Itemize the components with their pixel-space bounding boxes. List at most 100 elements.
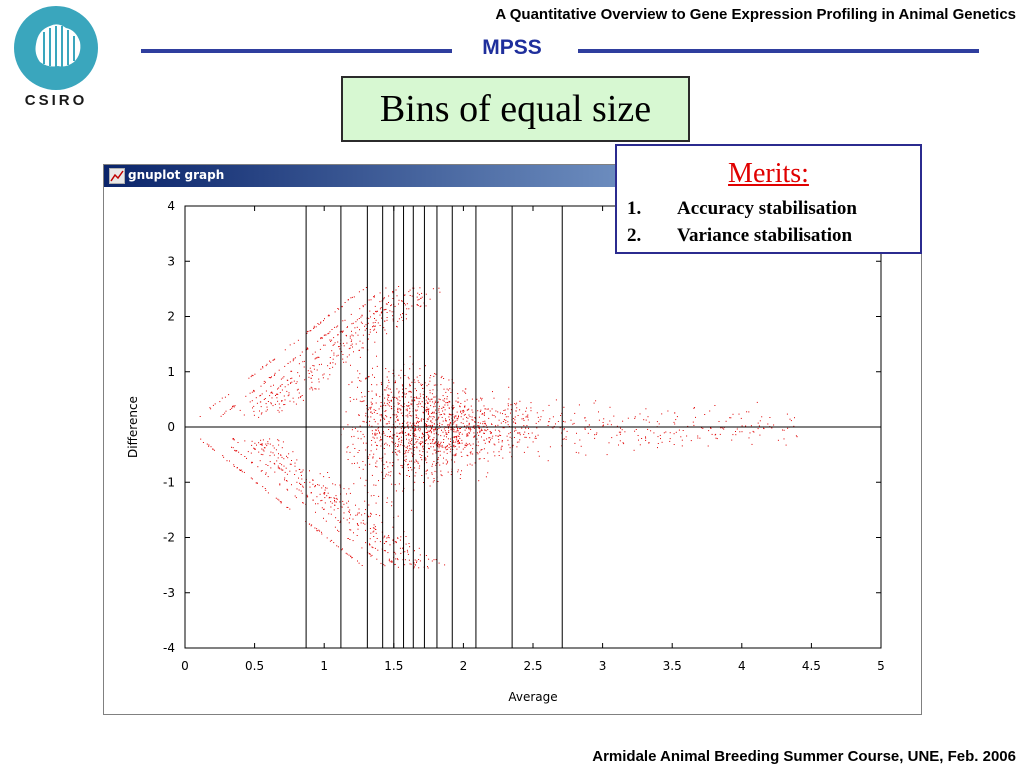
data-point xyxy=(369,544,371,546)
data-point xyxy=(376,413,378,414)
data-point xyxy=(405,458,407,460)
data-point xyxy=(386,312,388,313)
data-point xyxy=(357,437,359,439)
data-point xyxy=(454,431,456,433)
data-point xyxy=(320,338,322,340)
data-point xyxy=(394,484,396,486)
data-point xyxy=(463,414,465,416)
data-point xyxy=(269,455,271,457)
data-point xyxy=(286,390,288,392)
data-point xyxy=(266,363,268,365)
data-point xyxy=(333,352,335,354)
data-point xyxy=(363,436,365,438)
data-point xyxy=(320,322,322,324)
merits-item: 2. Variance stabilisation xyxy=(627,225,852,247)
data-point xyxy=(388,302,389,303)
data-point xyxy=(294,474,296,475)
data-point xyxy=(379,396,381,398)
data-point xyxy=(498,439,500,441)
data-point xyxy=(392,292,394,294)
data-point xyxy=(316,530,318,532)
data-point xyxy=(437,418,439,420)
data-point xyxy=(595,433,597,435)
data-point xyxy=(413,435,415,437)
data-point xyxy=(301,351,303,353)
data-point xyxy=(239,409,241,411)
data-point xyxy=(693,407,695,408)
data-point xyxy=(258,451,260,453)
data-point xyxy=(439,464,441,466)
data-point xyxy=(404,396,406,398)
data-point xyxy=(432,463,433,465)
data-point xyxy=(336,545,338,547)
data-point xyxy=(241,471,243,473)
data-point xyxy=(397,411,398,413)
data-point xyxy=(457,397,459,399)
data-point xyxy=(254,373,256,375)
data-point xyxy=(372,531,374,533)
data-point xyxy=(374,433,376,435)
data-point xyxy=(471,409,473,411)
data-point xyxy=(315,357,317,359)
data-point xyxy=(401,465,403,467)
data-point xyxy=(408,439,410,441)
data-point xyxy=(710,427,712,429)
data-point xyxy=(366,328,367,330)
data-point xyxy=(330,340,332,342)
data-point xyxy=(377,423,379,425)
data-point xyxy=(447,445,448,447)
data-point xyxy=(419,554,421,556)
data-point xyxy=(265,443,267,445)
data-point xyxy=(282,469,284,471)
data-point xyxy=(364,325,366,327)
data-point xyxy=(316,528,318,530)
data-point xyxy=(310,386,312,388)
data-point xyxy=(269,461,271,463)
data-point xyxy=(379,432,381,434)
data-point xyxy=(335,517,337,519)
data-point xyxy=(506,435,508,437)
data-point xyxy=(464,406,466,408)
data-point xyxy=(407,421,409,423)
data-point xyxy=(385,410,387,412)
data-point xyxy=(413,454,415,455)
x-tick-label: 0 xyxy=(181,659,189,673)
data-point xyxy=(264,447,266,449)
data-point xyxy=(417,425,419,427)
data-point xyxy=(345,411,347,413)
data-point xyxy=(348,348,350,350)
data-point xyxy=(402,559,404,561)
data-point xyxy=(430,420,432,422)
data-point xyxy=(404,393,406,395)
data-point xyxy=(323,334,325,336)
data-point xyxy=(483,432,485,434)
merits-item-number: 2. xyxy=(627,225,642,246)
data-point xyxy=(450,438,452,440)
data-point xyxy=(409,448,411,450)
data-point xyxy=(418,382,420,383)
data-point xyxy=(319,530,321,532)
data-point xyxy=(415,414,417,416)
data-point xyxy=(373,411,375,413)
data-point xyxy=(411,469,413,471)
data-point xyxy=(348,488,350,490)
data-point xyxy=(395,490,397,492)
data-point xyxy=(374,318,375,319)
data-point xyxy=(370,408,371,410)
data-point xyxy=(359,329,360,331)
data-point xyxy=(363,442,364,444)
data-point xyxy=(367,338,369,340)
data-point xyxy=(458,428,460,430)
data-point xyxy=(379,325,381,326)
data-point xyxy=(380,382,382,384)
data-point xyxy=(345,552,347,554)
data-point xyxy=(398,445,400,447)
data-point xyxy=(443,400,445,402)
data-point xyxy=(251,461,253,463)
data-point xyxy=(311,371,313,373)
data-point xyxy=(357,452,359,453)
data-point xyxy=(516,402,518,404)
data-point xyxy=(299,469,301,470)
data-point xyxy=(418,422,419,424)
data-point xyxy=(595,400,597,402)
